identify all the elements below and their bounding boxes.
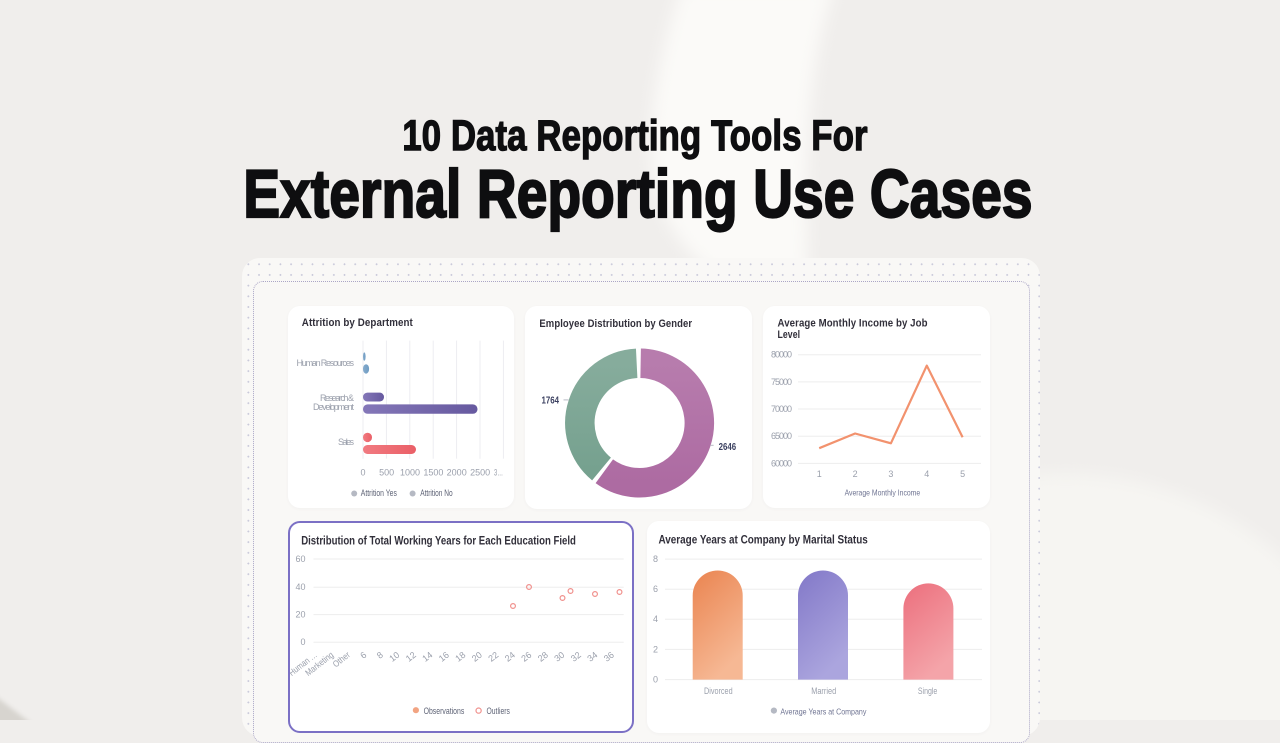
svg-text:32: 32: [569, 650, 583, 664]
svg-text:6: 6: [358, 650, 368, 661]
svg-text:60000: 60000: [771, 458, 792, 468]
svg-text:Divorced: Divorced: [704, 686, 733, 696]
svg-text:1764: 1764: [542, 395, 560, 407]
svg-text:Research &: Research &: [320, 393, 354, 403]
svg-text:Sales: Sales: [338, 437, 355, 447]
svg-text:75000: 75000: [771, 377, 792, 387]
svg-text:4: 4: [653, 614, 658, 624]
svg-text:26: 26: [519, 650, 533, 664]
svg-text:2: 2: [653, 644, 658, 654]
svg-text:28: 28: [536, 650, 550, 664]
svg-text:2: 2: [853, 469, 858, 479]
svg-text:30: 30: [552, 650, 566, 664]
svg-text:Attrition Yes: Attrition Yes: [361, 488, 397, 499]
svg-text:Distribution of Total Working: Distribution of Total Working Years for …: [301, 534, 576, 547]
svg-text:3…: 3…: [494, 467, 503, 477]
svg-text:65000: 65000: [771, 431, 792, 441]
svg-text:8: 8: [375, 650, 385, 661]
svg-text:12: 12: [404, 650, 418, 664]
svg-text:2000: 2000: [447, 467, 467, 477]
svg-text:18: 18: [453, 650, 467, 664]
svg-text:Married: Married: [811, 686, 836, 696]
svg-text:16: 16: [437, 650, 451, 664]
svg-text:Observations: Observations: [424, 706, 465, 717]
svg-text:Employee Distribution by Gende: Employee Distribution by Gender: [539, 318, 692, 330]
svg-text:5: 5: [960, 469, 965, 479]
svg-text:Attrition No: Attrition No: [420, 488, 453, 499]
svg-text:Development: Development: [313, 402, 354, 412]
svg-text:3: 3: [888, 469, 893, 479]
svg-text:20: 20: [295, 610, 305, 620]
svg-text:Average Years at Company by Ma: Average Years at Company by Marital Stat…: [659, 534, 869, 547]
svg-text:2646: 2646: [719, 441, 737, 453]
svg-text:2500: 2500: [470, 467, 490, 477]
svg-text:4: 4: [924, 469, 929, 479]
svg-text:0: 0: [653, 675, 658, 685]
svg-text:Average Years at Company: Average Years at Company: [780, 706, 867, 716]
svg-text:10: 10: [387, 650, 401, 664]
svg-text:1: 1: [817, 469, 822, 479]
svg-text:Average Monthly Income by Job: Average Monthly Income by Job: [778, 317, 928, 329]
svg-text:1500: 1500: [423, 467, 443, 477]
svg-text:70000: 70000: [771, 404, 792, 414]
svg-text:34: 34: [585, 650, 599, 664]
svg-text:22: 22: [486, 650, 500, 664]
svg-text:20: 20: [470, 650, 484, 664]
svg-text:1000: 1000: [400, 467, 420, 477]
svg-text:Attrition by Department: Attrition by Department: [302, 317, 413, 329]
svg-text:Level: Level: [778, 329, 801, 341]
svg-text:Average Monthly Income: Average Monthly Income: [845, 488, 921, 498]
svg-text:0: 0: [360, 467, 365, 477]
svg-text:24: 24: [503, 650, 517, 664]
svg-text:6: 6: [653, 584, 658, 594]
svg-text:80000: 80000: [771, 350, 792, 360]
svg-text:Outliers: Outliers: [487, 706, 511, 717]
svg-text:14: 14: [420, 650, 434, 664]
svg-text:36: 36: [602, 650, 616, 664]
svg-text:8: 8: [653, 554, 658, 564]
svg-text:500: 500: [379, 467, 394, 477]
svg-text:40: 40: [295, 582, 305, 592]
svg-text:Human Resources: Human Resources: [297, 358, 355, 368]
svg-text:Single: Single: [918, 686, 938, 696]
svg-text:Other: Other: [331, 650, 352, 670]
svg-text:60: 60: [295, 554, 305, 564]
svg-text:0: 0: [300, 637, 305, 647]
